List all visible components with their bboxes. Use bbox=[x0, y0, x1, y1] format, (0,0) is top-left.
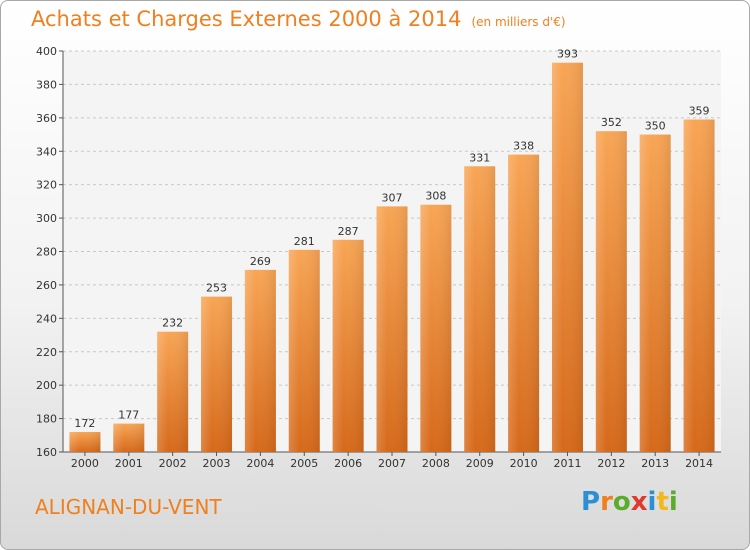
bar-shading bbox=[420, 204, 452, 452]
x-tick-label: 2003 bbox=[203, 457, 231, 470]
logo-letter: o bbox=[612, 487, 631, 517]
y-tick-label: 160 bbox=[36, 446, 57, 459]
y-tick-label: 400 bbox=[36, 45, 57, 58]
bar-shading bbox=[464, 166, 496, 452]
chart-title-text: Achats et Charges Externes 2000 à 2014 bbox=[31, 7, 462, 31]
bar-shading bbox=[595, 131, 627, 452]
y-tick-label: 340 bbox=[36, 145, 57, 158]
y-tick-label: 220 bbox=[36, 346, 57, 359]
y-tick-label: 380 bbox=[36, 78, 57, 91]
x-tick-label: 2007 bbox=[378, 457, 406, 470]
chart-subtitle: (en milliers d'€) bbox=[471, 15, 566, 29]
x-tick-label: 2006 bbox=[334, 457, 362, 470]
bar-shading bbox=[376, 206, 408, 452]
data-label: 172 bbox=[74, 417, 95, 430]
data-label: 269 bbox=[250, 255, 271, 268]
data-label: 393 bbox=[557, 48, 578, 61]
data-label: 308 bbox=[425, 190, 446, 203]
x-tick-label: 2014 bbox=[685, 457, 713, 470]
bar-shading bbox=[332, 239, 364, 452]
data-label: 352 bbox=[601, 116, 622, 129]
bar-shading bbox=[288, 249, 320, 452]
x-tick-label: 2005 bbox=[290, 457, 318, 470]
x-tick-label: 2009 bbox=[466, 457, 494, 470]
logo-letter: i bbox=[668, 487, 678, 517]
data-label: 287 bbox=[338, 225, 359, 238]
proxiti-logo: Proxiti bbox=[581, 487, 678, 517]
data-label: 232 bbox=[162, 317, 183, 330]
logo-letter: P bbox=[581, 487, 601, 517]
y-tick-label: 240 bbox=[36, 312, 57, 325]
bar-shading bbox=[508, 154, 540, 452]
bar-shading bbox=[639, 134, 671, 452]
y-tick-label: 320 bbox=[36, 179, 57, 192]
x-tick-label: 2008 bbox=[422, 457, 450, 470]
data-label: 338 bbox=[513, 140, 534, 153]
data-label: 281 bbox=[294, 235, 315, 248]
bar-shading bbox=[157, 331, 189, 452]
y-tick-label: 260 bbox=[36, 279, 57, 292]
data-label: 253 bbox=[206, 282, 227, 295]
y-tick-label: 300 bbox=[36, 212, 57, 225]
bar-shading bbox=[69, 431, 101, 452]
y-tick-label: 180 bbox=[36, 413, 57, 426]
logo-letter: x bbox=[630, 487, 648, 517]
x-tick-label: 2002 bbox=[159, 457, 187, 470]
logo-letter: i bbox=[647, 487, 657, 517]
bar-shading bbox=[551, 62, 583, 453]
plot-area: 160 180 200 220 240 260 280 300 320 340 360 380 400 1… bbox=[36, 45, 721, 470]
x-tick-label: 2001 bbox=[115, 457, 143, 470]
data-label: 307 bbox=[382, 191, 403, 204]
y-tick-label: 280 bbox=[36, 246, 57, 259]
logo-letter: t bbox=[656, 487, 669, 517]
place-name: ALIGNAN-DU-VENT bbox=[35, 495, 222, 519]
data-label: 359 bbox=[689, 105, 710, 118]
bar-shading bbox=[201, 296, 233, 452]
y-tick-label: 360 bbox=[36, 112, 57, 125]
data-label: 177 bbox=[118, 409, 139, 422]
data-label: 350 bbox=[645, 120, 666, 133]
bar-shading bbox=[244, 269, 276, 452]
data-label: 331 bbox=[469, 151, 490, 164]
x-tick-label: 2013 bbox=[641, 457, 669, 470]
x-tick-label: 2010 bbox=[510, 457, 538, 470]
chart-title: Achats et Charges Externes 2000 à 2014 (e… bbox=[31, 7, 566, 31]
bar-shading bbox=[113, 423, 145, 452]
bar-shading bbox=[683, 119, 715, 453]
y-tick-label: 200 bbox=[36, 379, 57, 392]
x-tick-label: 2004 bbox=[246, 457, 274, 470]
x-tick-label: 2011 bbox=[553, 457, 581, 470]
x-tick-label: 2012 bbox=[597, 457, 625, 470]
logo-letter: r bbox=[600, 487, 613, 517]
x-tick-label: 2000 bbox=[71, 457, 99, 470]
